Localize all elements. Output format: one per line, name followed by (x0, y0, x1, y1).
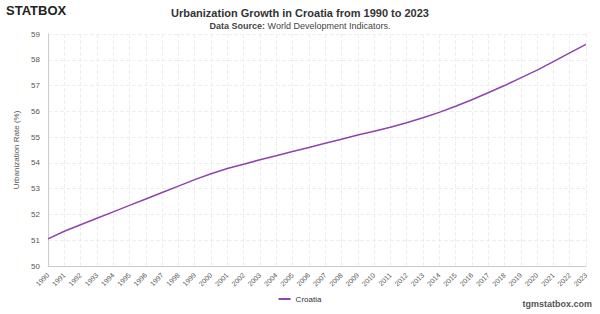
svg-text:1995: 1995 (116, 271, 132, 287)
svg-text:57: 57 (31, 81, 40, 90)
svg-text:58: 58 (31, 55, 40, 64)
svg-text:56: 56 (31, 107, 40, 116)
svg-text:53: 53 (31, 184, 40, 193)
svg-text:54: 54 (31, 158, 40, 167)
svg-text:1997: 1997 (149, 271, 165, 287)
svg-text:55: 55 (31, 133, 40, 142)
svg-text:1992: 1992 (67, 271, 83, 287)
svg-text:1991: 1991 (51, 271, 67, 287)
svg-text:2007: 2007 (312, 271, 328, 287)
svg-text:tgmstatbox.com: tgmstatbox.com (522, 299, 592, 309)
svg-text:52: 52 (31, 210, 40, 219)
svg-text:2004: 2004 (263, 271, 279, 287)
svg-text:2021: 2021 (540, 271, 556, 287)
svg-text:2010: 2010 (361, 271, 377, 287)
svg-text:2005: 2005 (279, 271, 295, 287)
svg-text:2013: 2013 (410, 271, 426, 287)
svg-text:World Development Indicators.: World Development Indicators. (265, 21, 390, 31)
svg-text:1994: 1994 (100, 271, 116, 287)
svg-text:2006: 2006 (295, 271, 311, 287)
svg-text:51: 51 (31, 236, 40, 245)
svg-text:Croatia: Croatia (296, 295, 322, 304)
svg-text:2009: 2009 (344, 271, 360, 287)
svg-text:2001: 2001 (214, 271, 230, 287)
svg-text:2023: 2023 (573, 271, 589, 287)
svg-text:1998: 1998 (165, 271, 181, 287)
svg-text:2022: 2022 (556, 271, 572, 287)
svg-text:2012: 2012 (393, 271, 409, 287)
svg-text:2008: 2008 (328, 271, 344, 287)
svg-text:STATBOX: STATBOX (6, 3, 67, 18)
svg-text:2003: 2003 (246, 271, 262, 287)
svg-text:2002: 2002 (230, 271, 246, 287)
svg-text:2018: 2018 (491, 271, 507, 287)
svg-text:2020: 2020 (524, 271, 540, 287)
svg-text:1993: 1993 (83, 271, 99, 287)
svg-text:Data Source:: Data Source: (210, 21, 266, 31)
svg-text:2015: 2015 (442, 271, 458, 287)
svg-text:Urbanization Growth in Croatia: Urbanization Growth in Croatia from 1990… (171, 7, 429, 19)
svg-text:1990: 1990 (35, 271, 51, 287)
svg-text:1996: 1996 (132, 271, 148, 287)
svg-text:50: 50 (31, 262, 40, 271)
svg-text:2019: 2019 (507, 271, 523, 287)
svg-text:59: 59 (31, 30, 40, 39)
svg-text:2017: 2017 (475, 271, 491, 287)
svg-text:1999: 1999 (181, 271, 197, 287)
svg-text:Urbanization Rate (%): Urbanization Rate (%) (12, 110, 21, 189)
svg-text:2011: 2011 (377, 271, 393, 287)
svg-text:2016: 2016 (458, 271, 474, 287)
svg-text:2000: 2000 (198, 271, 214, 287)
svg-text:2014: 2014 (426, 271, 442, 287)
